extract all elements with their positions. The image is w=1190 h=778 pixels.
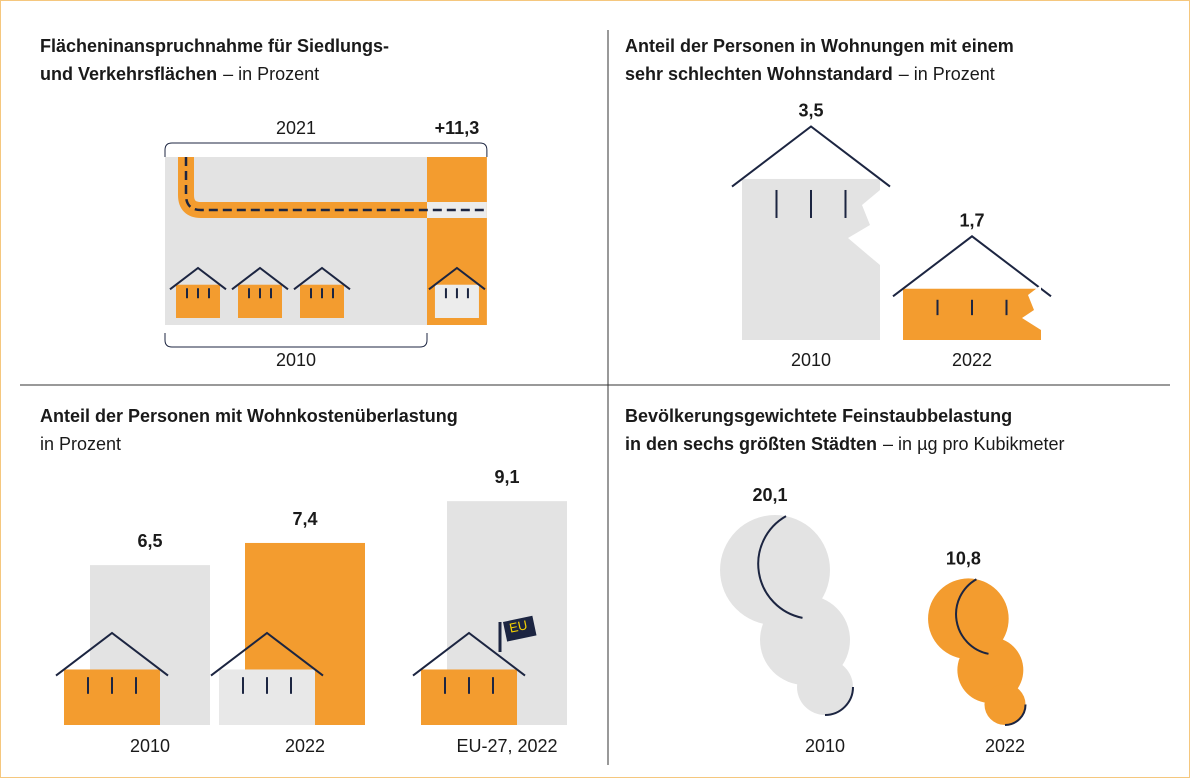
category-label: 2010 — [805, 736, 845, 756]
title-line: Flächeninanspruchnahme für Siedlungs- — [40, 36, 389, 56]
panel-title: Anteil der Personen in Wohnungen mit ein… — [625, 36, 1014, 56]
value-label: 1,7 — [959, 210, 984, 230]
house-roof — [169, 266, 227, 291]
value-label: 20,1 — [752, 485, 787, 505]
value-label: 7,4 — [292, 509, 317, 529]
house-roof — [210, 631, 324, 677]
category-label: 2010 — [791, 350, 831, 370]
flag-label: EU — [508, 617, 529, 635]
particle — [984, 683, 1026, 725]
house-roof — [428, 266, 486, 291]
panel-title: und Verkehrsflächen – in Prozent — [40, 64, 319, 84]
brace — [164, 142, 488, 157]
house-roof — [231, 266, 289, 291]
outline — [955, 578, 989, 655]
title-line: Anteil der Personen mit Wohnkostenüberla… — [40, 406, 458, 426]
title-line: Anteil der Personen in Wohnungen mit ein… — [625, 36, 1014, 56]
value-label: 6,5 — [137, 531, 162, 551]
house-roof — [412, 631, 526, 677]
subtitle: – in Prozent — [223, 64, 319, 84]
category-label: EU-27, 2022 — [456, 736, 557, 756]
particle-cloud — [928, 578, 1027, 726]
panel-title: in den sechs größten Städten – in µg pro … — [625, 434, 1065, 454]
house-roof — [731, 125, 891, 188]
period-label: 2010 — [276, 350, 316, 370]
title-line: sehr schlechten Wohnstandard — [625, 64, 893, 84]
house-roof — [892, 235, 1052, 298]
panel-title: Anteil der Personen mit Wohnkostenüberla… — [40, 406, 458, 426]
title-line: und Verkehrsflächen — [40, 64, 217, 84]
crack — [848, 190, 880, 265]
panel-title: Flächeninanspruchnahme für Siedlungs- — [40, 36, 389, 56]
value-label: 10,8 — [946, 548, 981, 568]
panel-title: sehr schlechten Wohnstandard – in Prozent — [625, 64, 995, 84]
subtitle: – in Prozent — [899, 64, 995, 84]
subtitle: in Prozent — [40, 434, 121, 454]
category-label: 2022 — [285, 736, 325, 756]
category-label: 2022 — [952, 350, 992, 370]
category-label: 2010 — [130, 736, 170, 756]
house — [892, 235, 1052, 340]
title-line: in den sechs größten Städten — [625, 434, 877, 454]
title-line: Bevölkerungsgewichtete Feinstaubbelastun… — [625, 406, 1012, 426]
outline — [1004, 704, 1027, 726]
value-label: 9,1 — [494, 467, 519, 487]
road-marking — [184, 157, 487, 212]
outline — [757, 515, 803, 619]
flag — [503, 615, 537, 642]
subtitle: – in µg pro Kubikmeter — [883, 434, 1064, 454]
period-label: 2021 — [276, 118, 316, 138]
house — [731, 125, 891, 340]
particle-cloud — [720, 515, 854, 716]
value-label: 3,5 — [798, 101, 823, 121]
category-label: 2022 — [985, 736, 1025, 756]
outline — [824, 686, 854, 716]
particle — [797, 659, 853, 716]
panel-title: Bevölkerungsgewichtete Feinstaubbelastun… — [625, 406, 1012, 426]
value-label: +11,3 — [435, 118, 480, 138]
crack — [1022, 285, 1041, 330]
house-roof — [55, 631, 169, 677]
house-roof — [293, 266, 351, 291]
brace — [164, 333, 428, 348]
